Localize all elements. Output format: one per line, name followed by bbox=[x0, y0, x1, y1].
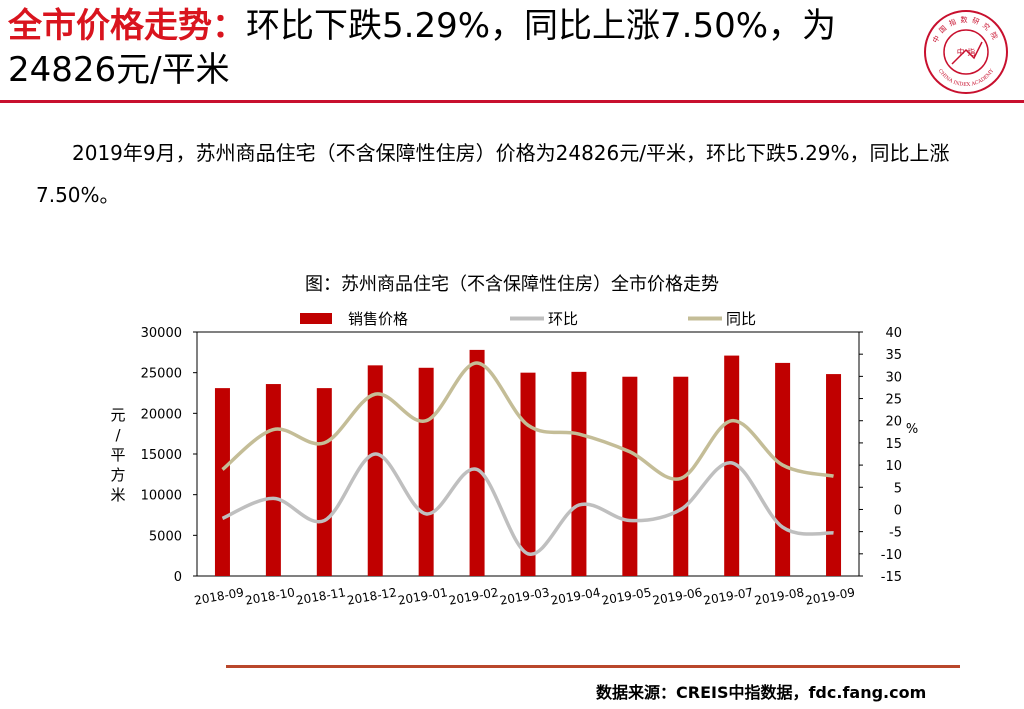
summary-paragraph: 2019年9月，苏州商品住宅（不含保障性住房）价格为24826元/平米，环比下跌… bbox=[36, 141, 950, 207]
bar-2019-07 bbox=[724, 355, 740, 576]
bar-2019-02 bbox=[469, 349, 485, 576]
data-source: 数据来源：CREIS中指数据，fdc.fang.com bbox=[596, 683, 927, 702]
y-right-tick: 25 bbox=[885, 393, 902, 408]
y-left-tick: 30000 bbox=[141, 326, 182, 341]
x-tick-label: 2018-12 bbox=[346, 585, 398, 607]
bar-2019-06 bbox=[673, 376, 689, 576]
x-tick-label: 2019-05 bbox=[601, 585, 653, 607]
footer-divider bbox=[226, 665, 960, 668]
logo-center-text: 中 指 bbox=[957, 47, 976, 57]
y-right-tick: 20 bbox=[885, 415, 902, 430]
y-left-label-char: 平 bbox=[110, 446, 125, 464]
legend-swatch-bar bbox=[300, 313, 332, 324]
y-right-tick: 10 bbox=[885, 459, 902, 474]
title-text: 环比下跌5.29%，同比上涨7.50%，为24826元/平米 bbox=[8, 6, 837, 90]
y-right-tick: 40 bbox=[885, 326, 902, 341]
x-tick-label: 2019-06 bbox=[651, 585, 703, 607]
y-left-label-char: 米 bbox=[110, 486, 125, 504]
page-title: 全市价格走势：环比下跌5.29%，同比上涨7.50%，为24826元/平米 bbox=[8, 4, 888, 92]
bar-2019-03 bbox=[520, 372, 536, 576]
x-tick-label: 2018-11 bbox=[295, 585, 347, 607]
y-right-tick: 0 bbox=[894, 503, 902, 518]
title-highlight: 全市价格走势： bbox=[8, 6, 246, 46]
x-tick-label: 2019-08 bbox=[753, 585, 805, 607]
bar-2018-11 bbox=[316, 388, 332, 576]
y-left-tick: 0 bbox=[174, 570, 182, 585]
title-divider bbox=[0, 100, 1024, 103]
y-left-label-char: / bbox=[115, 426, 121, 444]
legend-label: 销售价格 bbox=[348, 310, 408, 328]
china-index-academy-logo: 中国指数研究院 CHINA INDEX ACADEMY 中 指 bbox=[924, 10, 1008, 94]
x-tick-label: 2018-10 bbox=[244, 585, 296, 607]
chart-title: 图：苏州商品住宅（不含保障性住房）全市价格走势 bbox=[305, 274, 719, 295]
x-tick-label: 2019-04 bbox=[550, 585, 602, 607]
y-right-label: % bbox=[906, 422, 918, 437]
y-left-tick: 25000 bbox=[141, 367, 182, 382]
legend-label: 同比 bbox=[726, 310, 756, 328]
bar-2018-10 bbox=[265, 384, 281, 576]
y-right-tick: -5 bbox=[889, 526, 902, 541]
y-right-tick: -15 bbox=[881, 570, 902, 585]
y-left-tick: 10000 bbox=[141, 489, 182, 504]
bar-2018-12 bbox=[367, 365, 383, 576]
bar-2019-01 bbox=[418, 367, 434, 576]
y-right-tick: -10 bbox=[881, 548, 902, 563]
chart-legend: 销售价格 环比 同比 bbox=[300, 310, 756, 328]
y-left-label-char: 方 bbox=[110, 466, 125, 484]
y-right-tick: 35 bbox=[885, 348, 902, 363]
bar-2018-09 bbox=[214, 388, 230, 576]
y-right-tick: 15 bbox=[885, 437, 902, 452]
bar-2019-05 bbox=[622, 376, 638, 576]
x-tick-label: 2018-09 bbox=[193, 585, 245, 607]
bar-2019-08 bbox=[775, 362, 791, 576]
y-left-tick: 20000 bbox=[141, 407, 182, 422]
y-right-tick: 5 bbox=[894, 481, 902, 496]
y-right-tick: 30 bbox=[885, 370, 902, 385]
y-left-label-char: 元 bbox=[110, 406, 125, 424]
bar-2019-04 bbox=[571, 371, 587, 576]
x-tick-label: 2019-03 bbox=[499, 585, 551, 607]
x-tick-label: 2019-02 bbox=[448, 585, 500, 607]
x-tick-label: 2019-01 bbox=[397, 585, 449, 607]
y-left-tick: 15000 bbox=[141, 448, 182, 463]
legend-label: 环比 bbox=[548, 310, 578, 328]
x-tick-label: 2019-09 bbox=[804, 585, 856, 607]
x-tick-label: 2019-07 bbox=[702, 585, 754, 607]
y-left-tick: 5000 bbox=[149, 529, 182, 544]
